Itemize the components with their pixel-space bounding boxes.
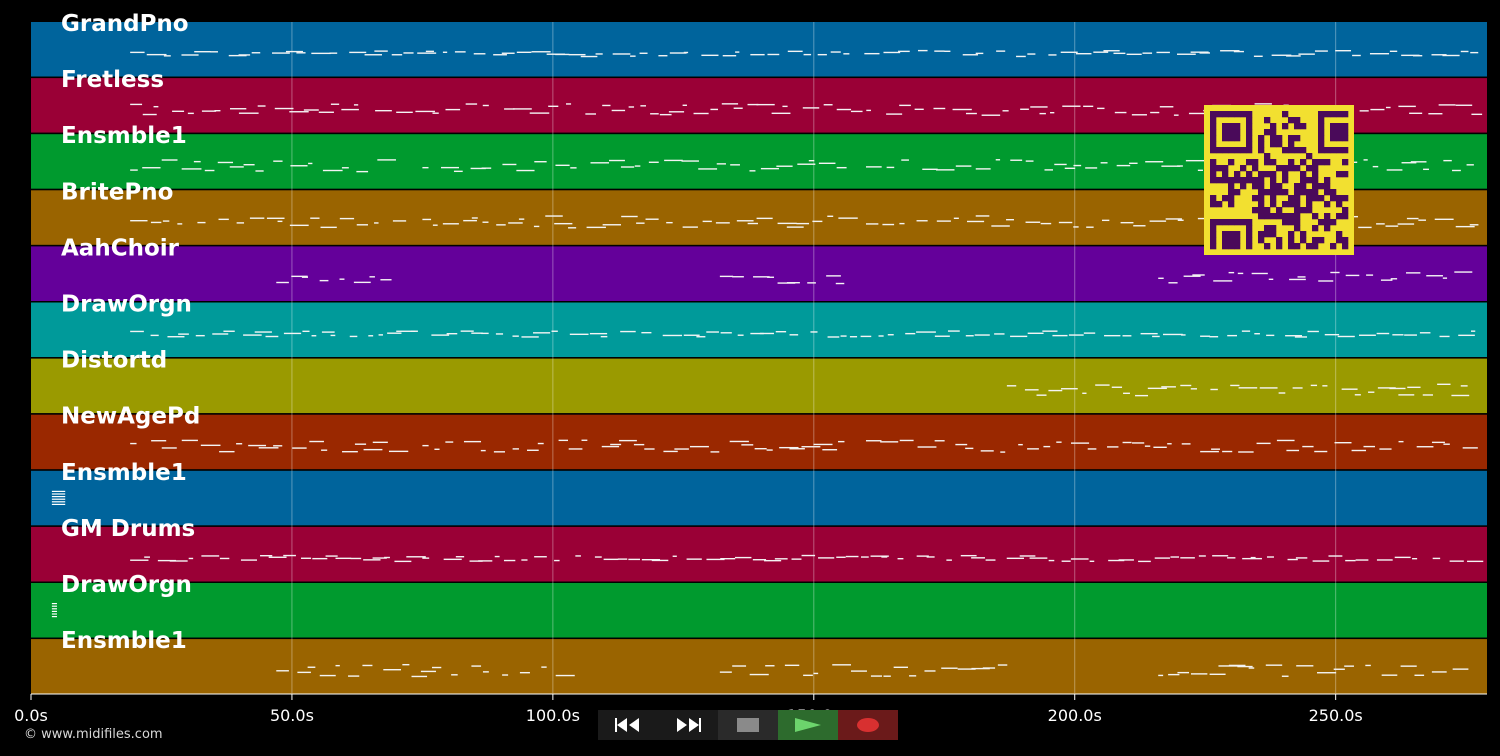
play-icon [795, 718, 821, 732]
time-gridlines [291, 22, 1337, 694]
lane-divider [31, 637, 1487, 640]
axis-tick-label: 0.0s [14, 706, 48, 725]
track-notes [130, 49, 1479, 58]
record-button[interactable] [838, 710, 898, 740]
lane-divider [31, 301, 1487, 303]
track-label: Ensmble1 [61, 460, 187, 486]
track-notes [130, 330, 1476, 338]
track-notes [276, 663, 1469, 678]
lane-divider [31, 525, 1487, 527]
axis-tick-label: 50.0s [270, 706, 314, 725]
track-label: NewAgePd [61, 404, 200, 430]
lane-divider [31, 581, 1487, 583]
track-notes [130, 554, 1484, 563]
note-data [51, 49, 1484, 678]
lane-divider [31, 357, 1487, 359]
rewind-button[interactable] [598, 710, 658, 740]
track-notes [276, 271, 1473, 285]
lane-divider [31, 132, 1487, 135]
track-label: Distortd [61, 348, 167, 374]
track-label: AahChoir [61, 235, 180, 261]
copyright-text: © www.midifiles.com [24, 727, 163, 742]
track-label: GM Drums [61, 516, 195, 542]
stop-icon [737, 718, 759, 732]
track-lane[interactable] [31, 639, 1487, 694]
axis-tick-label: 100.0s [526, 706, 580, 725]
track-lane[interactable] [31, 583, 1487, 638]
track-label: DrawOrgn [61, 292, 192, 318]
track-notes [51, 490, 66, 505]
track-notes [1006, 383, 1470, 397]
track-lane[interactable] [31, 414, 1487, 470]
lane-divider [31, 76, 1487, 79]
track-lane[interactable] [31, 246, 1487, 301]
track-label: GrandPno [61, 11, 189, 37]
play-button[interactable] [778, 710, 838, 740]
axis-tick-label: 200.0s [1048, 706, 1102, 725]
record-icon [857, 718, 879, 732]
track-notes [130, 439, 1478, 453]
track-label: Fretless [61, 67, 164, 93]
track-lane[interactable] [31, 526, 1487, 582]
axis-tick-label: 250.0s [1309, 706, 1363, 725]
transport-controls [598, 710, 902, 740]
lane-divider [31, 469, 1487, 471]
rewind-icon [615, 718, 639, 732]
fast-forward-icon [677, 718, 701, 732]
track-lane[interactable] [31, 358, 1487, 414]
stop-button[interactable] [718, 710, 778, 740]
track-label: DrawOrgn [61, 572, 192, 598]
fast-forward-button[interactable] [658, 710, 718, 740]
track-label: Ensmble1 [61, 628, 187, 654]
track-lane[interactable] [31, 302, 1487, 358]
track-label: Ensmble1 [61, 123, 187, 149]
lane-divider [31, 188, 1487, 191]
lane-divider [31, 413, 1487, 415]
track-lane[interactable] [31, 470, 1487, 526]
lane-divider [31, 244, 1487, 247]
track-notes [51, 603, 57, 618]
track-labels: GrandPno Fretless Ensmble1 BritePno AahChoir… [61, 11, 200, 654]
qr-code[interactable] [1204, 105, 1354, 255]
track-lane[interactable] [31, 22, 1487, 77]
track-label: BritePno [61, 179, 173, 205]
